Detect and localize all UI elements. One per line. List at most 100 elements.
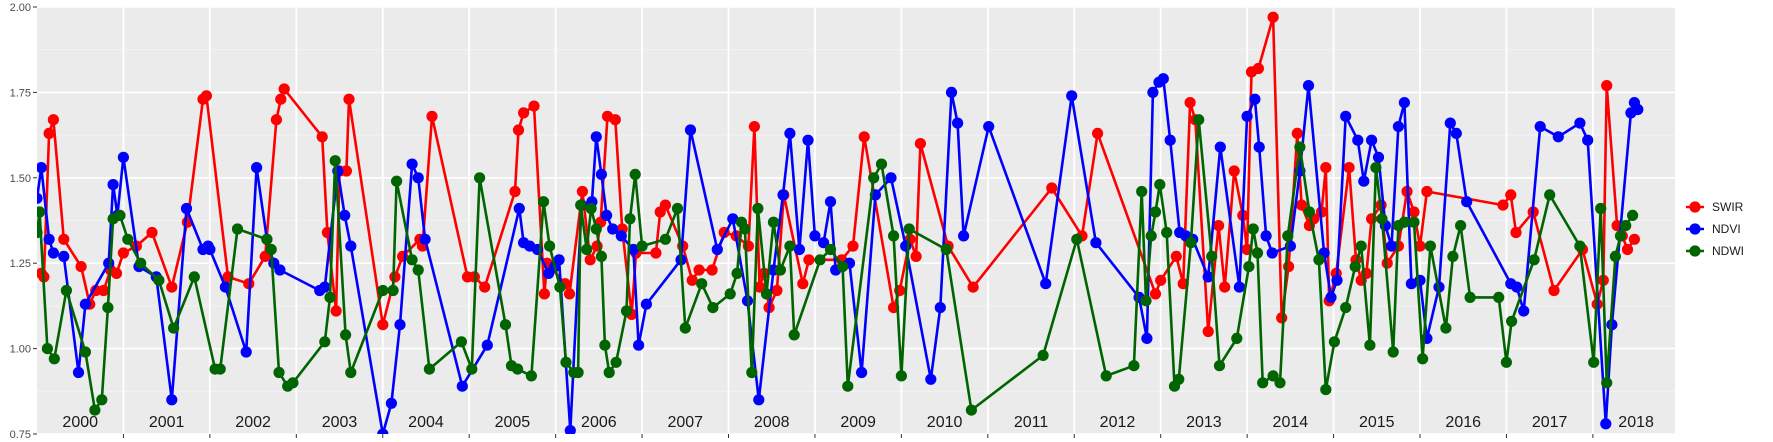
point-ndwi [391, 175, 403, 187]
point-swir [479, 281, 491, 293]
point-swir [1548, 284, 1560, 297]
point-ndvi [1241, 110, 1253, 122]
point-ndwi [842, 380, 854, 392]
point-ndwi [261, 233, 273, 245]
point-swir [1320, 162, 1332, 174]
point-ndvi [1366, 134, 1378, 146]
point-ndvi [1233, 281, 1245, 293]
point-ndwi [1588, 356, 1600, 368]
point-ndwi [324, 291, 336, 303]
point-ndwi [624, 213, 636, 225]
point-swir [1228, 165, 1240, 177]
point-ndwi [1408, 216, 1420, 228]
point-ndwi [1424, 240, 1436, 252]
point-ndwi [1161, 226, 1173, 239]
point-ndvi [1066, 90, 1078, 102]
point-ndvi [406, 158, 418, 170]
point-ndwi [1145, 230, 1157, 242]
point-swir [858, 131, 870, 143]
point-ndwi [1500, 356, 1512, 368]
point-ndvi [1253, 141, 1265, 153]
point-ndwi [903, 223, 915, 235]
point-ndvi [43, 233, 55, 245]
point-ndvi [856, 366, 868, 379]
point-swir [377, 319, 389, 331]
point-ndwi [1349, 261, 1361, 273]
point-swir [43, 127, 55, 139]
point-ndwi [784, 240, 796, 252]
point-swir [693, 264, 705, 276]
point-ndvi [684, 124, 697, 136]
point-ndvi [784, 127, 796, 139]
point-ndvi [601, 209, 613, 221]
point-ndvi [1040, 278, 1052, 290]
point-ndvi [1302, 80, 1315, 92]
point-ndvi [1398, 97, 1410, 109]
point-swir [797, 278, 809, 290]
point-ndvi [419, 233, 431, 245]
point-ndwi [1149, 206, 1162, 218]
point-ndwi [1544, 189, 1556, 201]
point-ndwi [1493, 291, 1505, 303]
point-ndvi [1214, 141, 1226, 153]
point-ndvi [809, 230, 821, 242]
point-ndwi [629, 168, 641, 180]
point-ndwi [1257, 377, 1269, 389]
point-swir [1267, 11, 1279, 23]
point-ndvi [1632, 103, 1644, 116]
point-ndwi [1071, 233, 1083, 245]
point-ndwi [511, 363, 524, 375]
point-ndwi [41, 343, 54, 355]
point-ndwi [1100, 370, 1112, 382]
point-ndvi [945, 86, 958, 98]
point-ndwi [1398, 216, 1410, 228]
y-tick-label: 2.00 [10, 2, 31, 14]
point-swir [1276, 312, 1288, 324]
point-ndwi [610, 356, 622, 368]
point-swir [1621, 243, 1634, 256]
point-ndwi [671, 202, 684, 215]
point-swir [58, 233, 70, 245]
point-ndwi [1574, 240, 1586, 252]
point-ndwi [659, 233, 672, 245]
point-ndvi [793, 243, 806, 256]
point-swir [75, 261, 87, 273]
point-ndwi [620, 305, 633, 317]
point-ndvi [219, 281, 231, 293]
year-label: 2014 [1273, 414, 1309, 431]
point-swir [771, 284, 783, 297]
point-ndwi [79, 346, 91, 358]
point-ndwi [1037, 349, 1049, 361]
point-ndvi [1090, 237, 1102, 249]
point-swir [316, 131, 328, 143]
point-swir [98, 284, 110, 297]
point-ndvi [1461, 196, 1473, 208]
point-ndvi [1202, 271, 1214, 283]
point-ndvi [958, 230, 970, 242]
year-label: 2006 [581, 414, 617, 431]
point-ndvi [385, 397, 397, 409]
point-ndwi [114, 209, 126, 221]
point-swir [847, 240, 859, 252]
point-ndwi [340, 329, 352, 341]
point-ndwi [214, 363, 226, 375]
point-ndwi [1294, 141, 1306, 153]
point-ndwi [1627, 209, 1639, 221]
point-ndwi [319, 336, 331, 348]
point-ndwi [767, 216, 780, 228]
point-swir [1601, 80, 1613, 92]
point-ndwi [575, 199, 587, 211]
point-ndwi [499, 319, 512, 331]
point-ndwi [455, 336, 467, 348]
year-label: 2009 [840, 414, 876, 431]
year-label: 2001 [149, 414, 185, 431]
year-label: 2008 [754, 414, 790, 431]
point-ndwi [895, 370, 908, 382]
point-ndvi [885, 172, 897, 184]
point-ndvi [727, 213, 739, 225]
point-ndvi [590, 131, 602, 143]
point-ndvi [107, 179, 119, 191]
point-ndvi [615, 230, 627, 242]
point-ndwi [814, 254, 826, 266]
point-ndwi [888, 230, 900, 242]
